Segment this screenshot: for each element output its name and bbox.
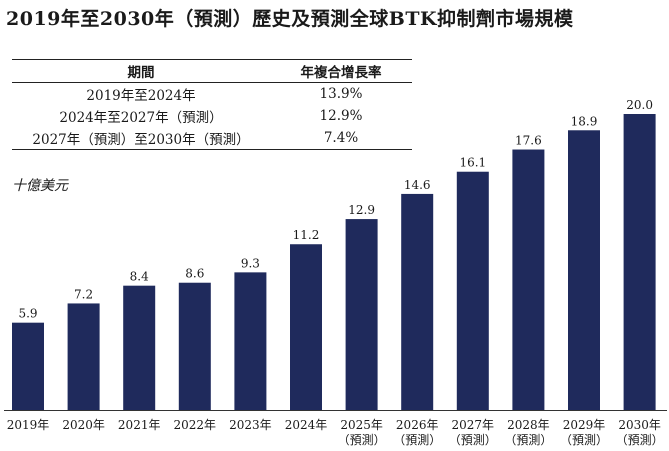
- bar: [178, 282, 211, 410]
- cagr-rate: 12.9%: [319, 108, 363, 124]
- cagr-period: 2019年至2024年: [86, 88, 196, 104]
- bar-value-label: 14.6: [404, 178, 431, 192]
- x-tick-label: 2021年: [118, 418, 161, 432]
- x-tick-label: （預測）: [504, 433, 552, 447]
- bar-value-label: 11.2: [293, 228, 320, 242]
- bar-value-label: 8.4: [130, 270, 149, 284]
- bar-value-label: 7.2: [74, 287, 93, 301]
- bar: [234, 272, 267, 410]
- x-tick-label: 2024年: [285, 418, 328, 432]
- x-tick-label: （預測）: [616, 433, 664, 447]
- bar: [123, 285, 156, 410]
- cagr-header-period: 期間: [127, 65, 155, 81]
- x-tick-label: 2022年: [174, 418, 217, 432]
- x-tick-label: 2020年: [62, 418, 105, 432]
- bar: [401, 193, 434, 410]
- cagr-period: 2024年至2027年（預測）: [59, 110, 223, 126]
- cagr-rate: 7.4%: [323, 130, 359, 146]
- bar-value-label: 12.9: [348, 203, 375, 217]
- bar: [623, 114, 656, 410]
- bar: [12, 322, 44, 410]
- cagr-table-row: 2019年至2024年 13.9%: [12, 83, 412, 105]
- y-unit-label: 十億美元: [12, 178, 68, 194]
- bar-value-label: 5.9: [18, 307, 37, 321]
- bar: [512, 149, 545, 410]
- cagr-rate: 13.9%: [319, 86, 363, 102]
- cagr-table: 期間 年複合增長率 2019年至2024年 13.9% 2024年至2027年（…: [12, 59, 412, 150]
- x-tick-label: 2025年: [340, 418, 383, 432]
- bar: [456, 171, 489, 410]
- cagr-period: 2027年（預測）至2030年（預測）: [32, 132, 250, 148]
- bar: [67, 303, 100, 410]
- x-tick-label: 2026年: [396, 418, 439, 432]
- bar: [568, 130, 600, 410]
- cagr-header-rate: 年複合增長率: [300, 65, 382, 81]
- x-tick-label: （預測）: [560, 433, 608, 447]
- x-tick-label: （預測）: [338, 433, 386, 447]
- bar-value-label: 17.6: [515, 134, 542, 148]
- cagr-table-header: 期間 年複合增長率: [12, 59, 412, 83]
- cagr-table-row: 2024年至2027年（預測） 12.9%: [12, 105, 412, 127]
- x-tick-label: 2030年: [618, 418, 661, 432]
- cagr-table-row: 2027年（預測）至2030年（預測） 7.4%: [12, 127, 412, 149]
- x-tick-label: （預測）: [449, 433, 497, 447]
- bar-value-label: 18.9: [571, 114, 598, 128]
- chart-title: 2019年至2030年（預測）歷史及預測全球BTK抑制劑市場規模: [6, 8, 574, 30]
- x-tick-label: 2028年: [507, 418, 550, 432]
- x-tick-label: （預測）: [393, 433, 441, 447]
- bar-value-label: 8.6: [185, 267, 204, 281]
- bar-value-label: 20.0: [626, 98, 653, 112]
- bar: [290, 244, 322, 410]
- x-tick-label: 2019年: [7, 418, 50, 432]
- bar-value-label: 9.3: [241, 256, 260, 270]
- bar-value-label: 16.1: [459, 156, 486, 170]
- bar: [345, 219, 378, 410]
- x-tick-label: 2029年: [563, 418, 606, 432]
- x-tick-label: 2023年: [229, 418, 272, 432]
- x-tick-label: 2027年: [452, 418, 495, 432]
